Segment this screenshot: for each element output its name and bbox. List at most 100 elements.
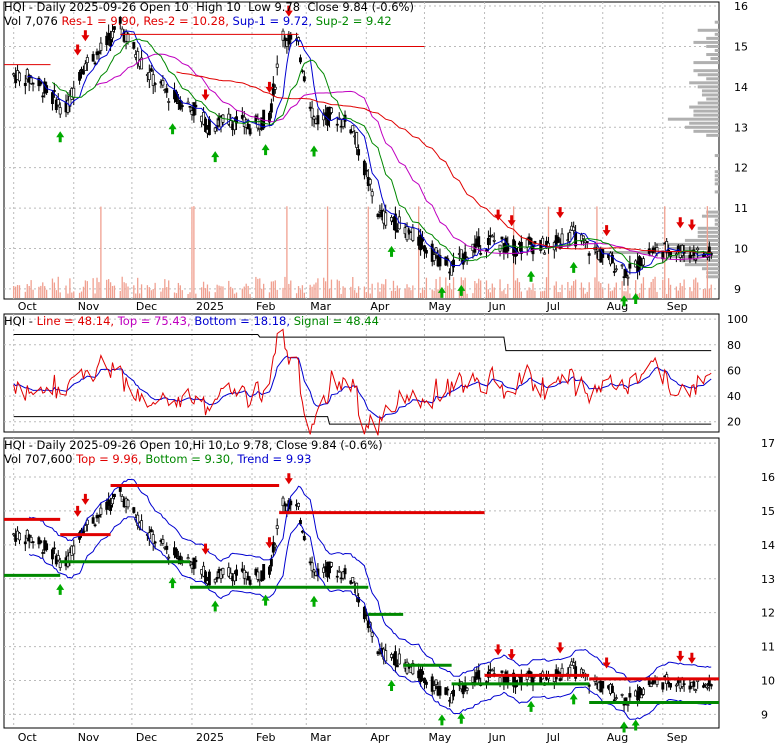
- top-res-line: [176, 71, 712, 254]
- up-arrow-bot-5: [387, 680, 396, 692]
- bot-candle-83: [235, 569, 238, 576]
- down-arrow-bot-2: [201, 543, 210, 555]
- sup1-label: Sup-1 = 9.72,: [232, 14, 313, 28]
- top-candle-142: [395, 229, 399, 233]
- vap-bar-5: [689, 81, 719, 85]
- bot-candle-148: [411, 662, 415, 675]
- mid-top: Top = 75.43,: [117, 314, 191, 328]
- vap-bar-15: [710, 57, 719, 61]
- top-candle-108: [302, 76, 306, 82]
- top-candle-189: [525, 239, 529, 248]
- vap-bar-34: [701, 214, 719, 218]
- down-arrow-bot-6: [507, 649, 516, 661]
- bot-candle-232: [640, 694, 643, 699]
- top-candle-18: [58, 107, 62, 115]
- up-arrow-bot-6: [437, 714, 446, 726]
- top-candle-43: [126, 33, 130, 42]
- top-candle-53: [153, 83, 157, 85]
- top-candle-129: [362, 160, 366, 176]
- top-candle-71: [204, 118, 207, 132]
- bot-candle-8: [31, 541, 35, 544]
- top-candle-178: [492, 239, 496, 242]
- xtick-top-3: 2025: [196, 300, 224, 313]
- res1-label: Res-1 = 9.90,: [61, 14, 140, 28]
- top-candle-88: [248, 128, 252, 135]
- up-arrow-bot-9: [569, 693, 578, 705]
- bot-candle-158: [438, 686, 442, 696]
- xtick-bot-3: 2025: [196, 731, 224, 744]
- xtick-top-4: Feb: [256, 300, 275, 313]
- bot-candle-252: [694, 689, 698, 691]
- vap-bar-23: [693, 113, 719, 117]
- bot-candle-73: [207, 571, 211, 586]
- up-arrow-top-10: [620, 295, 629, 307]
- vap-bar-2: [697, 85, 719, 89]
- top-sup2-line: [52, 38, 712, 269]
- ytick-mid-3: 40: [727, 390, 741, 403]
- bot-candle-3: [18, 532, 21, 541]
- top-candle-247: [680, 245, 684, 256]
- top-candle-227: [626, 276, 630, 279]
- ytick-bot-1: 16: [761, 471, 775, 484]
- top-candle-224: [620, 264, 624, 267]
- panel-frame-1: [3, 1, 720, 300]
- top-candle-132: [368, 179, 372, 185]
- xtick-bot-9: Jul: [546, 731, 560, 744]
- top-candle-141: [393, 213, 397, 231]
- up-arrow-top-8: [527, 270, 536, 282]
- bot-candle-99: [281, 497, 285, 507]
- top-candle-231: [638, 256, 642, 269]
- top-candle-234: [647, 248, 651, 254]
- bot-candle-127: [355, 582, 359, 597]
- top-candle-17: [56, 99, 60, 106]
- bot-candle-183: [506, 676, 510, 683]
- vap-bar-46: [701, 267, 719, 271]
- top-candle-145: [405, 226, 409, 241]
- down-arrow-bot-7: [556, 642, 565, 654]
- bot-candle-109: [308, 561, 312, 564]
- top-candle-34: [105, 35, 109, 46]
- bottom-volume: Vol 707,600: [4, 452, 73, 466]
- top-candle-46: [136, 51, 140, 65]
- xtick-bot-0: Oct: [18, 731, 38, 744]
- top-candle-125: [351, 125, 355, 132]
- down-arrow-bot-4: [284, 473, 293, 485]
- bot-candle-248: [682, 683, 686, 686]
- down-arrow-top-3: [265, 81, 274, 93]
- top-candle-228: [628, 263, 632, 269]
- top-candle-113: [316, 115, 320, 125]
- top-candle-107: [300, 70, 304, 73]
- top-candle-138: [384, 212, 388, 226]
- bot-candle-100: [283, 503, 287, 507]
- bot-candle-107: [300, 530, 304, 533]
- bot-candle-235: [649, 683, 653, 687]
- xtick-top-9: Jul: [546, 300, 560, 313]
- top-candle-139: [390, 217, 393, 222]
- bot-candle-106: [299, 520, 302, 525]
- ytick-bot-7: 10: [761, 675, 775, 688]
- up-arrow-top-4: [310, 145, 319, 157]
- bot-candle-87: [246, 575, 250, 581]
- top-candle-188: [519, 241, 523, 254]
- bot-candle-96: [271, 541, 275, 553]
- bottom-panel-levels: Vol 707,600 Top = 9.96, Bottom = 9.30, T…: [4, 453, 311, 466]
- bot-candle-5: [25, 529, 29, 539]
- bot-candle-53: [153, 541, 157, 544]
- vap-bar-47: [697, 234, 719, 238]
- top-candle-3: [18, 72, 21, 82]
- ytick-bot-6: 11: [761, 641, 775, 654]
- bot-candle-134: [376, 651, 380, 655]
- bot-candle-17: [56, 555, 60, 561]
- vap-bar-32: [714, 178, 719, 182]
- bot-candle-95: [269, 558, 273, 567]
- bot-candle-88: [248, 579, 252, 585]
- ytick-mid-0: 100: [727, 313, 748, 326]
- bot-candle-79: [227, 567, 231, 577]
- bottom-top: Top = 9.96,: [76, 452, 142, 466]
- bot-candle-33: [99, 507, 103, 515]
- up-arrow-bot-3: [261, 594, 270, 606]
- bot-candle-128: [357, 597, 361, 603]
- vap-bar-13: [689, 105, 719, 109]
- top-candle-95: [269, 103, 273, 113]
- xtick-top-2: Dec: [136, 300, 157, 313]
